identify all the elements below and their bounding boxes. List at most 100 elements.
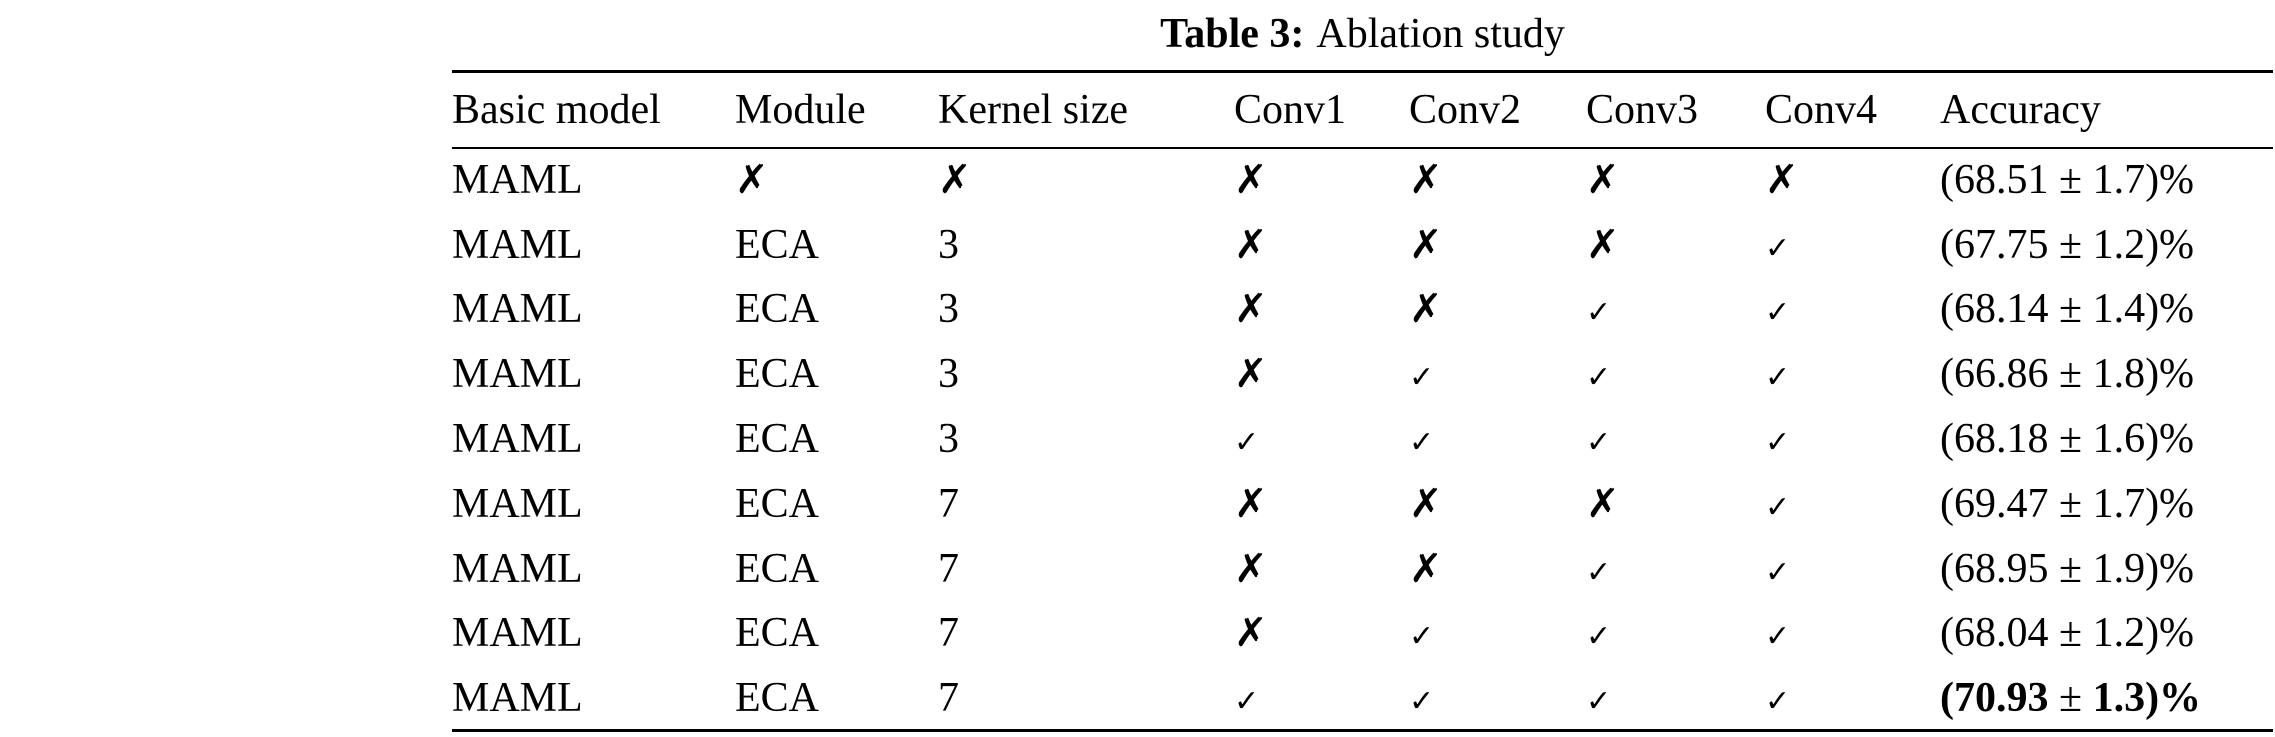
cross-icon: ✗	[1234, 610, 1268, 657]
cell-value: ECA	[735, 480, 819, 527]
table-row: MAML ECA 7 ✗ ✗ ✗ ✓ (69.47 ± 1.7)%	[452, 471, 2273, 536]
acc-std: 1.3)%	[2092, 674, 2202, 721]
basic-model-cell: MAML	[452, 480, 583, 527]
cross-icon: ✗	[1409, 286, 1443, 333]
table-row: MAML ECA 3 ✗ ✗ ✓ ✓ (68.14 ± 1.4)%	[452, 277, 2273, 342]
ablation-table: Basic model Module Kernel size Conv1 Conv2 Co…	[452, 70, 2273, 732]
header-row: Basic model Module Kernel size Conv1 Conv2 Co…	[452, 71, 2273, 148]
acc-std: 1.2)%	[2092, 610, 2195, 657]
cell-value: 7	[938, 674, 959, 721]
cell-value: ECA	[735, 416, 819, 463]
check-icon: ✓	[1765, 425, 1791, 461]
acc-std: 1.4)%	[2092, 286, 2195, 333]
cell-value: ECA	[735, 351, 819, 398]
cell-value: 3	[938, 351, 959, 398]
cross-icon: ✗	[1586, 480, 1620, 527]
cell-value: 7	[938, 480, 959, 527]
check-icon: ✓	[1409, 360, 1435, 396]
cell-value: ECA	[735, 545, 819, 592]
check-icon: ✓	[1765, 619, 1791, 655]
cell-value: ECA	[735, 286, 819, 333]
accuracy-cell: (69.47 ± 1.7)%	[1940, 471, 2273, 536]
acc-std: 1.7)%	[2092, 157, 2195, 204]
check-icon: ✓	[1586, 295, 1612, 331]
accuracy-cell: (68.04 ± 1.2)%	[1940, 601, 2273, 666]
accuracy-cell: (66.86 ± 1.8)%	[1940, 342, 2273, 407]
check-icon: ✓	[1586, 683, 1612, 719]
caption-text: Ablation study	[1316, 11, 1565, 57]
pm: ±	[2059, 416, 2083, 463]
column-header: Accuracy	[1940, 86, 2101, 133]
table-row: MAML ECA 3 ✓ ✓ ✓ ✓ (68.18 ± 1.6)%	[452, 407, 2273, 472]
pm: ±	[2059, 480, 2083, 527]
basic-model-cell: MAML	[452, 221, 583, 268]
table-row: MAML ECA 3 ✗ ✓ ✓ ✓ (66.86 ± 1.8)%	[452, 342, 2273, 407]
acc-std: 1.9)%	[2092, 545, 2195, 592]
column-header: Basic model	[452, 86, 661, 133]
column-header: Module	[735, 86, 866, 133]
acc-mean: (68.18	[1940, 416, 2049, 463]
column-header: Conv4	[1765, 86, 1878, 133]
column-header: Conv1	[1234, 86, 1347, 133]
check-icon: ✓	[1765, 489, 1791, 525]
acc-std: 1.8)%	[2092, 351, 2195, 398]
acc-mean: (68.14	[1940, 286, 2049, 333]
check-icon: ✓	[1765, 295, 1791, 331]
accuracy-cell: (68.95 ± 1.9)%	[1940, 536, 2273, 601]
cell-value: 3	[938, 286, 959, 333]
acc-mean: (68.95	[1940, 545, 2049, 592]
table-row: MAML ECA 3 ✗ ✗ ✗ ✓ (67.75 ± 1.2)%	[452, 212, 2273, 277]
cross-icon: ✗	[735, 157, 769, 204]
pm: ±	[2059, 157, 2083, 204]
column-header: Kernel size	[938, 86, 1129, 133]
cross-icon: ✗	[1234, 286, 1268, 333]
check-icon: ✓	[1765, 683, 1791, 719]
check-icon: ✓	[1409, 619, 1435, 655]
column-header: Conv3	[1586, 86, 1699, 133]
basic-model-cell: MAML	[452, 351, 583, 398]
acc-std: 1.6)%	[2092, 416, 2195, 463]
pm: ±	[2059, 610, 2083, 657]
cross-icon: ✗	[1409, 545, 1443, 592]
cross-icon: ✗	[1409, 157, 1443, 204]
column-header: Conv2	[1409, 86, 1522, 133]
acc-mean: (68.51	[1940, 157, 2049, 204]
check-icon: ✓	[1409, 425, 1435, 461]
cell-value: 3	[938, 416, 959, 463]
cell-value: ECA	[735, 610, 819, 657]
check-icon: ✓	[1586, 554, 1612, 590]
basic-model-cell: MAML	[452, 286, 583, 333]
cross-icon: ✗	[1409, 480, 1443, 527]
acc-std: 1.2)%	[2092, 221, 2195, 268]
table-row: MAML ECA 7 ✗ ✗ ✓ ✓ (68.95 ± 1.9)%	[452, 536, 2273, 601]
accuracy-cell: (68.14 ± 1.4)%	[1940, 277, 2273, 342]
acc-mean: (68.04	[1940, 610, 2049, 657]
cell-value: 7	[938, 610, 959, 657]
check-icon: ✓	[1409, 683, 1435, 719]
cell-value: 3	[938, 221, 959, 268]
basic-model-cell: MAML	[452, 157, 583, 204]
check-icon: ✓	[1765, 554, 1791, 590]
pm: ±	[2059, 674, 2083, 721]
basic-model-cell: MAML	[452, 674, 583, 721]
accuracy-cell: (70.93 ± 1.3)%	[1940, 666, 2273, 731]
cross-icon: ✗	[1586, 221, 1620, 268]
pm: ±	[2059, 286, 2083, 333]
cross-icon: ✗	[1234, 545, 1268, 592]
accuracy-cell: (68.18 ± 1.6)%	[1940, 407, 2273, 472]
table-body: MAML ✗ ✗ ✗ ✗ ✗ ✗ (68.51 ± 1.7)% MAML ECA 3 ✗ ✗ ✗ ✓ (67.…	[452, 148, 2273, 731]
check-icon: ✓	[1234, 425, 1260, 461]
caption-label: Table 3:	[1160, 11, 1305, 57]
table-row: MAML ECA 7 ✗ ✓ ✓ ✓ (68.04 ± 1.2)%	[452, 601, 2273, 666]
pm: ±	[2059, 545, 2083, 592]
cell-value: ECA	[735, 221, 819, 268]
pm: ±	[2059, 351, 2083, 398]
table-caption: Table 3: Ablation study	[452, 6, 2273, 62]
basic-model-cell: MAML	[452, 610, 583, 657]
accuracy-cell: (67.75 ± 1.2)%	[1940, 212, 2273, 277]
cross-icon: ✗	[1586, 157, 1620, 204]
cross-icon: ✗	[1234, 157, 1268, 204]
acc-mean: (70.93	[1940, 674, 2049, 721]
check-icon: ✓	[1765, 230, 1791, 266]
cross-icon: ✗	[1765, 157, 1799, 204]
